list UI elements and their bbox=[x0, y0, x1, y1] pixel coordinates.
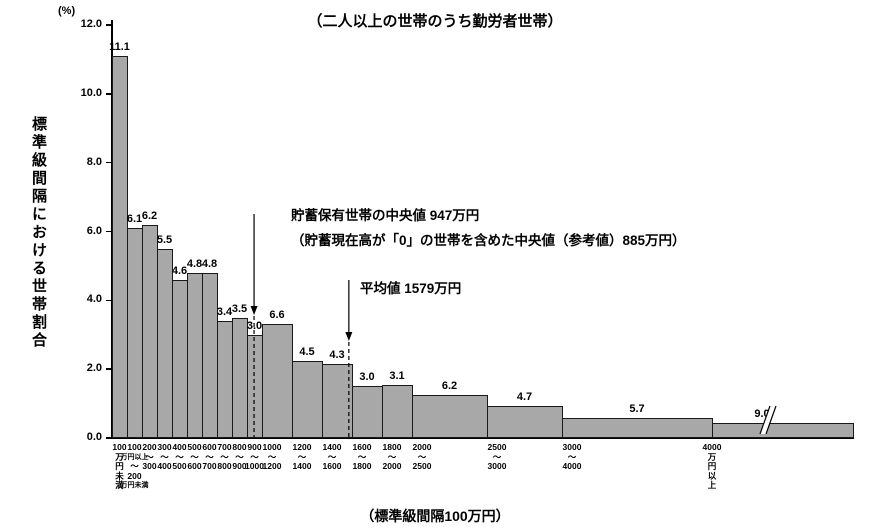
x-tick-label: 600 ～ 700 bbox=[202, 442, 217, 471]
median-annotation-line1: 貯蓄保有世帯の中央値 947万円 bbox=[291, 208, 480, 223]
bar-value-label: 3.0 bbox=[359, 371, 375, 384]
y-tick-mark bbox=[106, 368, 111, 370]
y-tick-mark bbox=[106, 93, 111, 95]
histogram-bar bbox=[157, 248, 173, 438]
bar-value-label: 4.8 bbox=[186, 257, 203, 270]
x-tick-label: 1400 ～ 1600 bbox=[322, 442, 342, 471]
y-tick-mark bbox=[106, 299, 111, 302]
x-tick-label: 100 万円未満 bbox=[112, 442, 127, 490]
bar-value-label: 4.6 bbox=[171, 264, 188, 277]
histogram-bar bbox=[172, 279, 188, 438]
bar-value-label: 6.6 bbox=[269, 309, 285, 322]
histogram-bar bbox=[292, 360, 323, 438]
y-tick-mark bbox=[106, 230, 111, 233]
x-tick-label: 900 ～ 1000 bbox=[245, 442, 264, 471]
histogram-bar bbox=[112, 55, 128, 438]
x-tick-label: 1600 ～ 1800 bbox=[352, 442, 372, 471]
y-tick-mark bbox=[106, 161, 111, 164]
histogram-bar bbox=[352, 386, 383, 438]
x-tick-label: 4000 万円以上 bbox=[702, 442, 722, 490]
y-tick-label: 8.0 bbox=[86, 155, 102, 168]
x-tick-label: 400 ～ 500 bbox=[172, 442, 187, 471]
y-tick-mark bbox=[106, 437, 111, 439]
histogram-bar bbox=[382, 384, 413, 438]
y-tick-mark bbox=[106, 24, 111, 26]
x-tick-label: 1000 ～ 1200 bbox=[262, 442, 282, 471]
bar-value-label: 4.8 bbox=[201, 257, 218, 270]
histogram-bar bbox=[487, 405, 563, 438]
y-tick-label: 2.0 bbox=[86, 362, 102, 375]
x-tick-label: 200 ～ 300 bbox=[142, 442, 157, 471]
y-tick-label: 0.0 bbox=[86, 431, 102, 443]
x-axis-label: （標準級間隔100万円） bbox=[360, 508, 510, 524]
bar-value-label: 6.2 bbox=[141, 209, 158, 222]
bar-value-label: 3.1 bbox=[389, 369, 405, 382]
bar-value-label: 4.5 bbox=[299, 345, 315, 358]
histogram-bar bbox=[202, 272, 218, 438]
bar-value-label: 4.7 bbox=[516, 390, 533, 403]
chart-title: （二人以上の世帯のうち勤労者世帯） bbox=[307, 13, 563, 30]
mean-annotation: 平均値 1579万円 bbox=[360, 281, 462, 296]
y-axis-unit-label: (%) bbox=[58, 5, 76, 17]
y-tick-label: 6.0 bbox=[86, 224, 102, 237]
bar-value-label: 3.4 bbox=[216, 305, 233, 318]
x-tick-label: 1800 ～ 2000 bbox=[382, 442, 402, 471]
bar-value-label: 6.1 bbox=[126, 213, 143, 226]
bar-value-label: 4.3 bbox=[329, 349, 345, 361]
y-axis-label: 標準級間隔における世帯割合 bbox=[30, 116, 47, 350]
bar-value-label: 5.7 bbox=[629, 403, 645, 416]
histogram-bar bbox=[187, 272, 203, 438]
histogram-bar bbox=[712, 422, 854, 438]
x-tick-label: 2000 ～ 2500 bbox=[412, 442, 432, 471]
y-tick-label: 10.0 bbox=[80, 86, 102, 99]
histogram-bar bbox=[232, 317, 248, 438]
histogram-bar bbox=[127, 228, 143, 438]
bar-value-label: 11.1 bbox=[109, 40, 130, 53]
x-tick-label: 500 ～ 600 bbox=[187, 442, 202, 471]
x-tick-label: 1200 ～ 1400 bbox=[292, 442, 312, 471]
x-axis-line bbox=[111, 437, 854, 439]
bar-value-label: 9.0 bbox=[754, 407, 770, 420]
x-tick-label: 700 ～ 800 bbox=[217, 442, 232, 471]
x-tick-label: 2500 ～ 3000 bbox=[487, 442, 507, 471]
x-tick-label: 3000 ～ 4000 bbox=[562, 442, 582, 471]
y-tick-label: 12.0 bbox=[80, 18, 102, 30]
histogram-bar bbox=[217, 320, 233, 438]
y-axis-line bbox=[111, 20, 113, 438]
bar-value-label: 3.5 bbox=[231, 302, 248, 315]
x-tick-label: 800 ～ 900 bbox=[232, 442, 247, 471]
histogram-bar bbox=[322, 364, 353, 438]
y-tick-label: 4.0 bbox=[86, 293, 102, 306]
histogram-bar bbox=[247, 334, 263, 438]
x-tick-label: 100 万円以上～ 200 万円未満 bbox=[120, 442, 149, 489]
bar-value-label: 6.2 bbox=[441, 380, 458, 393]
histogram-bar bbox=[142, 224, 158, 438]
histogram-bar bbox=[412, 395, 488, 438]
histogram-bar bbox=[262, 324, 293, 438]
x-tick-label: 300 ～ 400 bbox=[157, 442, 172, 471]
histogram-bar bbox=[562, 418, 713, 438]
median-annotation-line2: （貯蓄現在高が「0」の世帯を含めた中央値（参考値）885万円） bbox=[291, 233, 686, 248]
bar-value-label: 5.5 bbox=[156, 233, 173, 246]
